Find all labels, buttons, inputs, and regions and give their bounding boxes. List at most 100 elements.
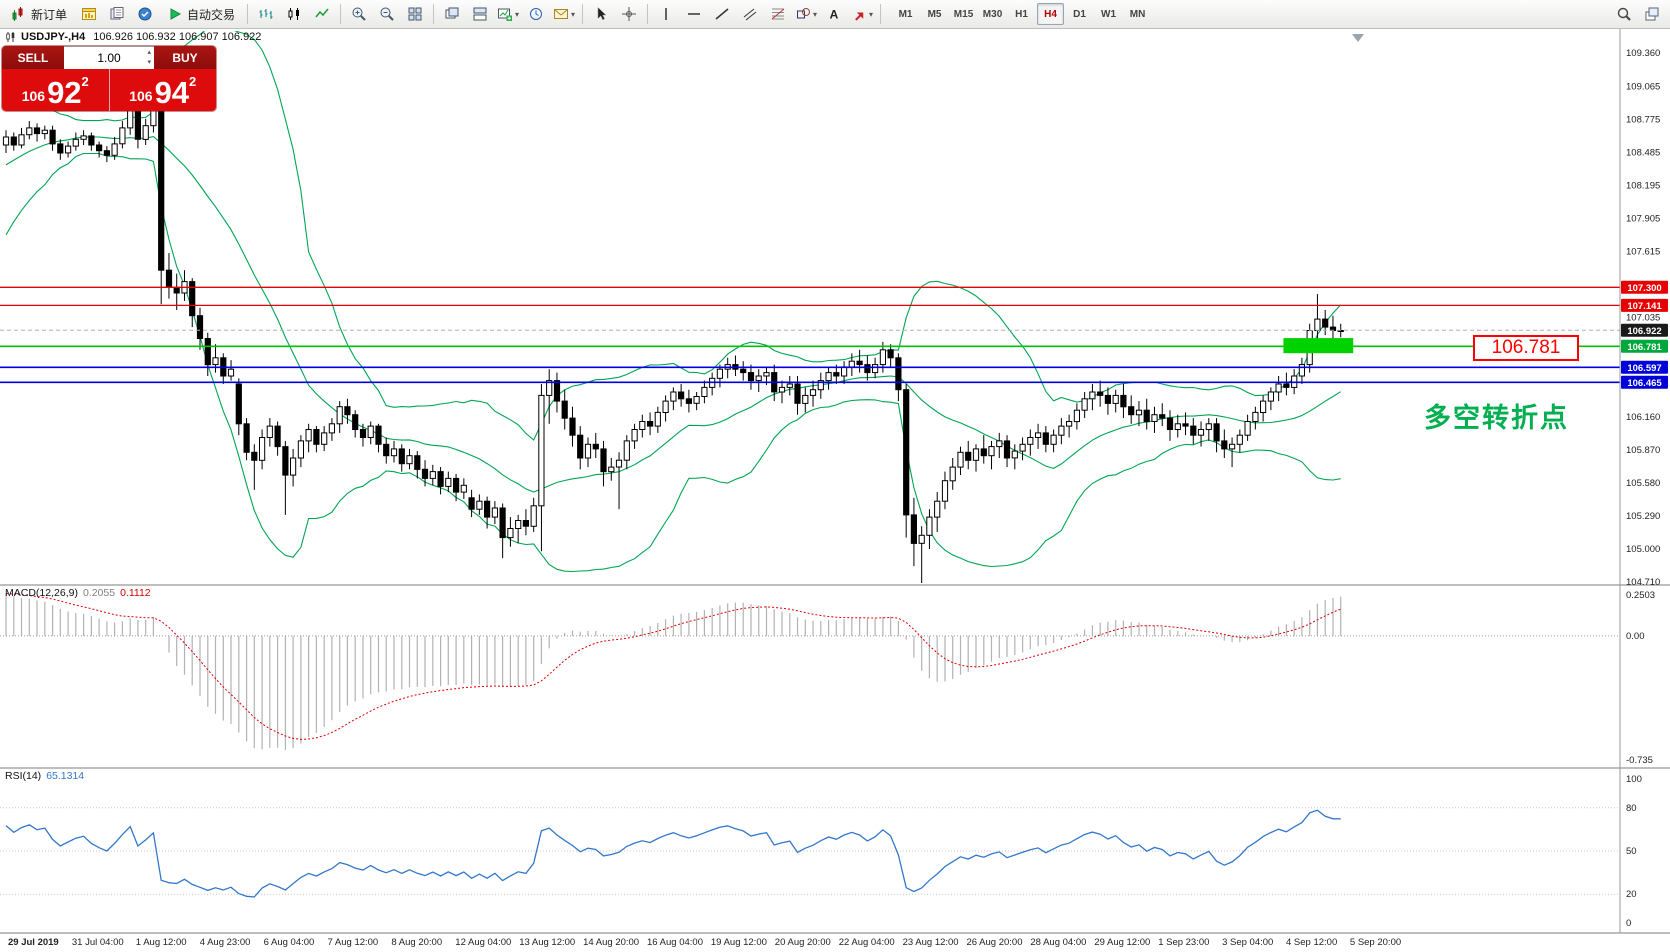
line-chart-button[interactable] [309, 2, 335, 26]
bollinger-bands [5, 31, 1342, 573]
tile-windows-icon [407, 6, 423, 22]
candlestick-series [2, 59, 1344, 583]
zoom-out-button[interactable] [374, 2, 400, 26]
toolbar-separator [582, 4, 584, 24]
timeframe-mn[interactable]: MN [1129, 8, 1146, 20]
spinner-up-icon[interactable]: ▴ [147, 49, 151, 56]
arrow-marker-icon [851, 6, 867, 22]
timeframe-bar: M1 M5 M15 M30 H1 H4 D1 W1 MN [891, 3, 1152, 25]
templates-button[interactable]: ▾ [551, 2, 577, 26]
svg-text:0: 0 [1626, 918, 1631, 929]
zoom-out-icon [379, 6, 395, 22]
price-badge-106.781 [1621, 339, 1668, 353]
trendline-button[interactable] [709, 2, 735, 26]
line-chart-icon [314, 6, 330, 22]
timeframe-w1[interactable]: W1 [1101, 8, 1117, 20]
svg-text:1 Sep 23:00: 1 Sep 23:00 [1158, 937, 1209, 948]
candle-chart-icon [286, 6, 302, 22]
cascade-windows-button[interactable] [439, 2, 465, 26]
svg-text:29 Aug 12:00: 29 Aug 12:00 [1094, 937, 1150, 948]
rsi-indicator[interactable] [0, 807, 1620, 898]
autoplay-icon [167, 6, 183, 22]
svg-text:26 Aug 20:00: 26 Aug 20:00 [967, 937, 1023, 948]
timeframe-m30[interactable]: M30 [982, 8, 1003, 20]
sell-price[interactable]: 106 92 2 [2, 69, 109, 111]
shapes-button[interactable]: ▾ [793, 2, 819, 26]
volume-input[interactable] [80, 50, 138, 66]
buy-price[interactable]: 106 94 2 [108, 69, 217, 111]
profiles-button[interactable] [104, 2, 130, 26]
svg-text:100: 100 [1626, 774, 1642, 785]
price-level-label[interactable]: 106.781 [1473, 335, 1579, 361]
buy-button[interactable]: BUY [154, 46, 216, 69]
svg-text:6 Aug 04:00: 6 Aug 04:00 [264, 937, 315, 948]
market-watch-button[interactable] [132, 2, 158, 26]
shapes-icon [795, 6, 811, 22]
price-axis[interactable]: 109.360 109.065 108.775 108.485 108.195 107.9… [1621, 48, 1668, 588]
autotrading-button-label: 自动交易 [187, 7, 236, 22]
search-button[interactable] [1611, 2, 1637, 26]
chevron-down-icon: ▾ [515, 9, 520, 19]
new-order-button[interactable]: 新订单 [4, 2, 74, 26]
arrange-windows-button[interactable] [467, 2, 493, 26]
arrange-windows-icon [472, 6, 488, 22]
timeframe-m1[interactable]: M1 [898, 8, 913, 20]
svg-text:1 Aug 12:00: 1 Aug 12:00 [136, 937, 187, 948]
spinner-down-icon[interactable]: ▾ [147, 59, 151, 66]
svg-text:22 Aug 04:00: 22 Aug 04:00 [839, 937, 895, 948]
turning-point-annotation[interactable]: 多空转折点 [1424, 403, 1569, 433]
svg-text:8 Aug 20:00: 8 Aug 20:00 [391, 937, 442, 948]
new-chart-button[interactable]: ▾ [495, 2, 521, 26]
svg-text:109.065: 109.065 [1626, 81, 1660, 92]
market-watch-icon [137, 6, 153, 22]
timeframe-m15[interactable]: M15 [953, 8, 974, 20]
bar-chart-button[interactable] [253, 2, 279, 26]
cursor-button[interactable] [588, 2, 614, 26]
highlight-rectangle[interactable] [1283, 338, 1354, 354]
rsi-name: RSI(14) [5, 770, 42, 782]
timeframe-m5[interactable]: M5 [927, 8, 942, 20]
crosshair-button[interactable] [616, 2, 642, 26]
zoom-in-button[interactable] [346, 2, 372, 26]
envelope-icon [553, 6, 569, 22]
period-button[interactable] [523, 2, 549, 26]
price-badge-107.300 [1621, 280, 1668, 294]
timeframe-h1[interactable]: H1 [1015, 8, 1028, 20]
vertical-line-button[interactable] [653, 2, 679, 26]
charts-window-button[interactable] [76, 2, 102, 26]
candlestick-chart-button[interactable] [281, 2, 307, 26]
chart-shift-marker[interactable] [1352, 34, 1364, 42]
macd-indicator[interactable] [0, 593, 1620, 750]
horizontal-line-button[interactable] [681, 2, 707, 26]
svg-text:7 Aug 12:00: 7 Aug 12:00 [328, 937, 379, 948]
zoom-in-icon [351, 6, 367, 22]
sell-button[interactable]: SELL [2, 46, 64, 69]
crosshair-icon [621, 6, 637, 22]
buy-price-small: 106 [129, 88, 153, 104]
time-axis[interactable]: 29 Jul 2019 31 Jul 04:00 1 Aug 12:00 4 Aug … [8, 937, 1401, 948]
arrows-button[interactable]: ▾ [849, 2, 875, 26]
window-list-button[interactable] [1639, 2, 1665, 26]
cascade-windows-icon [444, 6, 460, 22]
timeframe-d1[interactable]: D1 [1073, 8, 1086, 20]
svg-text:29 Jul 2019: 29 Jul 2019 [8, 937, 59, 948]
fibonacci-button[interactable] [765, 2, 791, 26]
bar-chart-icon [258, 6, 274, 22]
svg-text:4 Sep 12:00: 4 Sep 12:00 [1286, 937, 1337, 948]
autotrading-button[interactable]: 自动交易 [160, 2, 242, 26]
svg-text:16 Aug 04:00: 16 Aug 04:00 [647, 937, 703, 948]
toolbar-separator [247, 4, 249, 24]
tile-windows-button[interactable] [402, 2, 428, 26]
svg-text:0.2503: 0.2503 [1626, 590, 1655, 601]
buy-price-sup: 2 [189, 74, 197, 89]
timeframe-h4[interactable]: H4 [1037, 3, 1065, 25]
text-button[interactable]: A [821, 2, 847, 26]
toolbar-separator [647, 4, 649, 24]
svg-text:108.195: 108.195 [1626, 180, 1660, 191]
volume-spinner[interactable]: ▴ ▾ [147, 48, 151, 68]
chart-quote-line: USDJPY-,H4 106.926 106.932 106.907 106.9… [5, 31, 261, 43]
channel-button[interactable] [737, 2, 763, 26]
svg-text:108.485: 108.485 [1626, 147, 1660, 158]
svg-text:104.710: 104.710 [1626, 577, 1660, 588]
